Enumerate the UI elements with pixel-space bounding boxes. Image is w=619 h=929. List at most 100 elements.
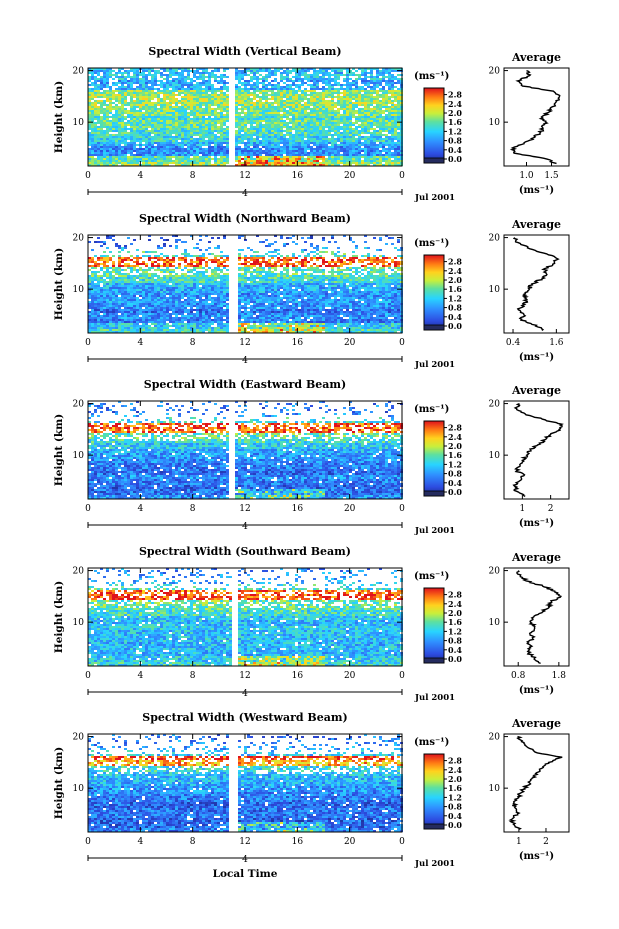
heatmap-cell: [115, 152, 118, 154]
heatmap-cell: [394, 120, 397, 122]
heatmap-cell: [178, 100, 181, 102]
heatmap-cell: [130, 118, 133, 120]
heatmap-cell: [292, 120, 295, 122]
heatmap-cell: [346, 138, 349, 140]
heatmap-cell: [328, 84, 331, 86]
heatmap-cell: [331, 112, 334, 114]
heatmap-cell: [109, 295, 112, 297]
heatmap-cell: [343, 78, 346, 80]
heatmap-cell: [154, 106, 157, 108]
heatmap-cell: [205, 94, 208, 96]
heatmap-cell: [169, 142, 172, 144]
heatmap-cell: [343, 152, 346, 154]
heatmap-cell: [271, 102, 274, 104]
heatmap-cell: [391, 94, 394, 96]
heatmap-cell: [259, 90, 262, 92]
heatmap-cell: [370, 78, 373, 80]
heatmap-cell: [373, 82, 376, 84]
heatmap-cell: [370, 142, 373, 144]
heatmap-cell: [367, 118, 370, 120]
heatmap-cell: [304, 144, 307, 146]
heatmap-cell: [115, 271, 118, 273]
heatmap-cell: [184, 116, 187, 118]
heatmap-cell: [103, 251, 106, 253]
heatmap-cell: [271, 86, 274, 88]
heatmap-cell: [112, 315, 115, 317]
heatmap-cell: [214, 162, 217, 164]
heatmap-cell: [208, 138, 211, 140]
heatmap-cell: [307, 146, 310, 148]
heatmap-cell: [133, 162, 136, 164]
heatmap-cell: [154, 84, 157, 86]
heatmap-cell: [313, 116, 316, 118]
heatmap-cell: [388, 80, 391, 82]
heatmap-cell: [394, 138, 397, 140]
heatmap-cell: [106, 259, 109, 261]
heatmap-cell: [394, 154, 397, 156]
heatmap-cell: [256, 144, 259, 146]
heatmap-cell: [91, 311, 94, 313]
heatmap-cell: [124, 116, 127, 118]
heatmap-cell: [121, 80, 124, 82]
heatmap-cell: [382, 142, 385, 144]
heatmap-cell: [394, 76, 397, 78]
heatmap-cell: [100, 281, 103, 283]
heatmap-cell: [94, 76, 97, 78]
heatmap-cell: [190, 140, 193, 142]
heatmap-cell: [256, 146, 259, 148]
heatmap-cell: [220, 88, 223, 90]
heatmap-cell: [316, 142, 319, 144]
heatmap-cell: [319, 92, 322, 94]
heatmap-cell: [130, 86, 133, 88]
heatmap-cell: [178, 76, 181, 78]
heatmap-cell: [349, 94, 352, 96]
heatmap-cell: [355, 148, 358, 150]
heatmap-cell: [103, 297, 106, 299]
heatmap-cell: [163, 102, 166, 104]
heatmap-cell: [157, 100, 160, 102]
heatmap-cell: [313, 76, 316, 78]
heatmap-cell: [361, 154, 364, 156]
heatmap-cell: [292, 96, 295, 98]
heatmap-cell: [292, 138, 295, 140]
heatmap-cell: [148, 106, 151, 108]
heatmap-cell: [157, 112, 160, 114]
heatmap-cell: [139, 146, 142, 148]
spectral-width-panel-2: Spectral Width (Northward Beam)2010Heigh…: [53, 212, 569, 370]
heatmap-cell: [196, 102, 199, 104]
heatmap-cell: [172, 156, 175, 158]
heatmap-cell: [262, 126, 265, 128]
heatmap-cell: [238, 120, 241, 122]
heatmap-cell: [376, 82, 379, 84]
heatmap-cell: [208, 152, 211, 154]
heatmap-cell: [139, 116, 142, 118]
heatmap-cell: [211, 74, 214, 76]
heatmap-cell: [193, 80, 196, 82]
heatmap-cell: [205, 134, 208, 136]
heatmap-cell: [244, 108, 247, 110]
heatmap-cell: [220, 134, 223, 136]
heatmap-cell: [109, 112, 112, 114]
heatmap-cell: [310, 92, 313, 94]
heatmap-cell: [271, 104, 274, 106]
heatmap-cell: [208, 144, 211, 146]
heatmap-cell: [106, 285, 109, 287]
heatmap-cell: [349, 104, 352, 106]
heatmap-cell: [286, 90, 289, 92]
heatmap-cell: [100, 277, 103, 279]
average-x-label: (ms⁻¹): [519, 185, 554, 196]
heatmap-cell: [97, 110, 100, 112]
heatmap-cell: [214, 146, 217, 148]
heatmap-cell: [115, 146, 118, 148]
heatmap-cell: [328, 112, 331, 114]
heatmap-cell: [310, 118, 313, 120]
heatmap-cell: [370, 72, 373, 74]
heatmap-cell: [94, 122, 97, 124]
heatmap-cell: [301, 92, 304, 94]
heatmap-cell: [304, 74, 307, 76]
heatmap-cell: [115, 297, 118, 299]
heatmap-cell: [265, 154, 268, 156]
heatmap-cell: [196, 90, 199, 92]
heatmap-cell: [373, 154, 376, 156]
heatmap-cell: [202, 136, 205, 138]
